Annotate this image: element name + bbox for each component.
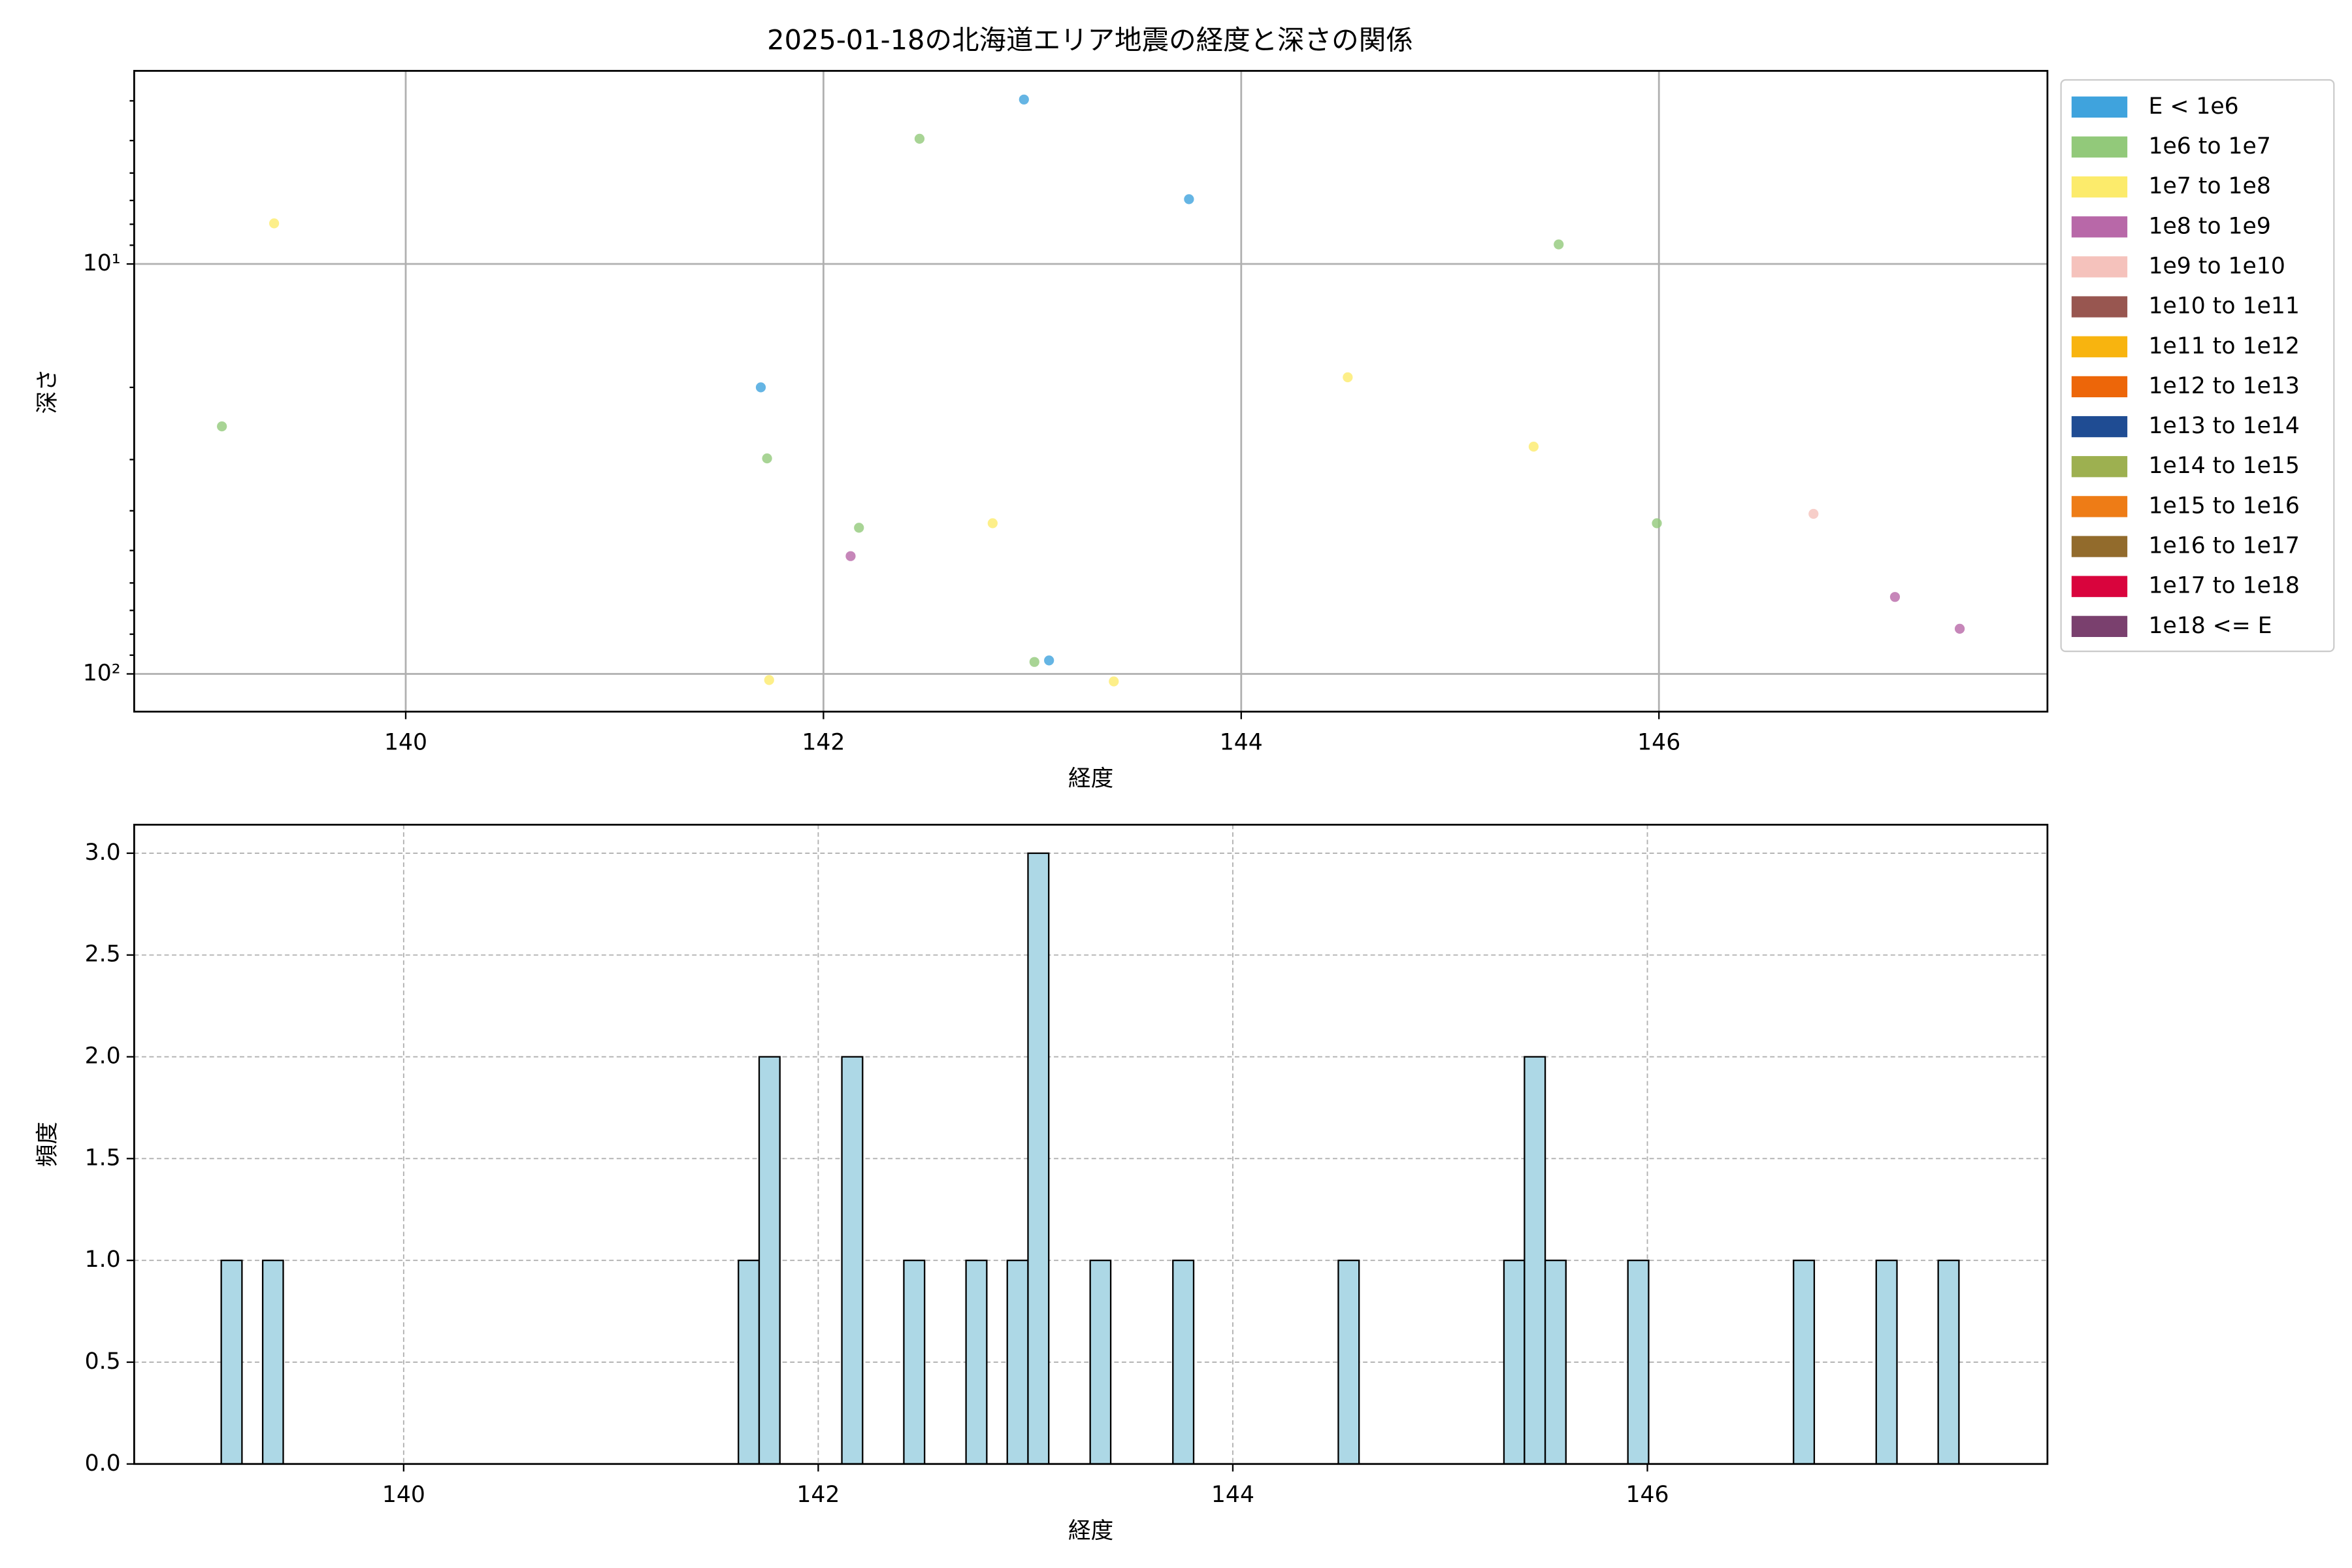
scatter-point bbox=[269, 218, 280, 229]
legend-label: 1e11 to 1e12 bbox=[2148, 333, 2299, 359]
histogram-bar bbox=[965, 1260, 988, 1465]
histogram-bar bbox=[1875, 1260, 1898, 1465]
legend-label: 1e17 to 1e18 bbox=[2148, 573, 2299, 599]
histogram-bar bbox=[1544, 1260, 1567, 1465]
scatter-point bbox=[217, 421, 227, 432]
scatter-point bbox=[1044, 655, 1054, 666]
histogram-bar bbox=[1006, 1260, 1029, 1465]
histogram-bar bbox=[1172, 1260, 1195, 1465]
scatter-point bbox=[1029, 657, 1039, 667]
y-axis-label: 深さ bbox=[35, 368, 61, 414]
scatter-point bbox=[845, 551, 856, 561]
histogram-bar bbox=[220, 1260, 243, 1465]
y-tick-label: 0.5 bbox=[85, 1348, 121, 1375]
legend-swatch bbox=[2071, 216, 2128, 238]
legend-swatch bbox=[2071, 296, 2128, 318]
legend-label: 1e14 to 1e15 bbox=[2148, 453, 2299, 479]
histogram-bar bbox=[1524, 1056, 1546, 1465]
x-tick-label: 140 bbox=[382, 1482, 425, 1508]
legend-swatch bbox=[2071, 376, 2128, 398]
scatter-point bbox=[1954, 623, 1965, 634]
y-tick-label: 10¹ bbox=[83, 250, 121, 276]
scatter-point bbox=[1184, 194, 1194, 204]
legend-label: 1e10 to 1e11 bbox=[2148, 293, 2299, 319]
x-tick-label: 146 bbox=[1637, 730, 1680, 756]
legend-label: 1e8 to 1e9 bbox=[2148, 213, 2270, 239]
histogram-bar bbox=[1089, 1260, 1112, 1465]
plot-frame bbox=[133, 70, 2049, 713]
legend-label: 1e6 to 1e7 bbox=[2148, 133, 2270, 159]
y-tick-label: 3.0 bbox=[85, 840, 121, 866]
legend-swatch bbox=[2071, 496, 2128, 517]
legend-box bbox=[2060, 79, 2335, 653]
histogram-bar bbox=[1337, 1260, 1360, 1465]
scatter-point bbox=[1528, 442, 1539, 452]
histogram-bar bbox=[841, 1056, 864, 1465]
legend-swatch bbox=[2071, 256, 2128, 278]
legend-label: 1e18 <= E bbox=[2148, 613, 2272, 639]
scatter-point bbox=[1343, 372, 1353, 383]
scatter-point bbox=[1109, 676, 1119, 687]
scatter-point bbox=[1808, 508, 1819, 519]
scatter-point bbox=[1652, 518, 1662, 529]
x-axis-label: 経度 bbox=[1068, 766, 1113, 792]
x-tick-label: 142 bbox=[802, 730, 845, 756]
histogram-bar bbox=[738, 1260, 760, 1465]
histogram-bar bbox=[1027, 852, 1050, 1465]
legend-label: 1e15 to 1e16 bbox=[2148, 493, 2299, 519]
x-tick-label: 146 bbox=[1625, 1482, 1669, 1508]
y-axis-label: 頻度 bbox=[35, 1122, 61, 1167]
legend-swatch bbox=[2071, 416, 2128, 438]
scatter-point bbox=[1019, 94, 1029, 105]
legend-swatch bbox=[2071, 336, 2128, 357]
scatter-point bbox=[914, 133, 925, 144]
legend-label: E < 1e6 bbox=[2148, 93, 2238, 120]
x-tick-label: 144 bbox=[1211, 1482, 1254, 1508]
legend-swatch bbox=[2071, 615, 2128, 637]
legend-label: 1e16 to 1e17 bbox=[2148, 533, 2299, 559]
y-tick-label: 2.5 bbox=[85, 941, 121, 968]
legend-swatch bbox=[2071, 176, 2128, 198]
y-tick-label: 2.0 bbox=[85, 1043, 121, 1070]
legend-label: 1e7 to 1e8 bbox=[2148, 173, 2270, 199]
scatter-point bbox=[854, 523, 864, 533]
legend-swatch bbox=[2071, 536, 2128, 557]
scatter-point bbox=[1554, 239, 1564, 250]
x-tick-label: 140 bbox=[384, 730, 427, 756]
x-tick-label: 144 bbox=[1220, 730, 1263, 756]
scatter-point bbox=[764, 675, 774, 685]
histogram-bar bbox=[758, 1056, 781, 1465]
legend-swatch bbox=[2071, 456, 2128, 478]
chart-title: 2025-01-18の北海道エリア地震の経度と深さの関係 bbox=[767, 24, 1413, 56]
histogram-bar bbox=[1627, 1260, 1650, 1465]
x-axis-label: 経度 bbox=[1068, 1518, 1113, 1544]
y-tick-label: 0.0 bbox=[85, 1450, 121, 1477]
x-tick-label: 142 bbox=[796, 1482, 840, 1508]
y-tick-label: 10² bbox=[83, 660, 121, 686]
histogram-bar bbox=[903, 1260, 926, 1465]
scatter-point bbox=[1889, 592, 1901, 602]
legend-swatch bbox=[2071, 576, 2128, 597]
histogram-bar bbox=[1937, 1260, 1960, 1465]
legend-swatch bbox=[2071, 96, 2128, 118]
y-tick-label: 1.0 bbox=[85, 1247, 121, 1273]
histogram-bar bbox=[1503, 1260, 1526, 1465]
y-tick-label: 1.5 bbox=[85, 1145, 121, 1171]
legend-swatch bbox=[2071, 136, 2128, 158]
legend-label: 1e12 to 1e13 bbox=[2148, 373, 2299, 399]
plot-frame bbox=[133, 823, 2049, 1465]
scatter-point bbox=[755, 382, 766, 393]
legend-label: 1e13 to 1e14 bbox=[2148, 413, 2299, 439]
scatter-point bbox=[762, 453, 772, 464]
histogram-bar bbox=[1793, 1260, 1816, 1465]
histogram-bar bbox=[261, 1260, 284, 1465]
legend-label: 1e9 to 1e10 bbox=[2148, 253, 2285, 279]
scatter-point bbox=[987, 518, 998, 529]
